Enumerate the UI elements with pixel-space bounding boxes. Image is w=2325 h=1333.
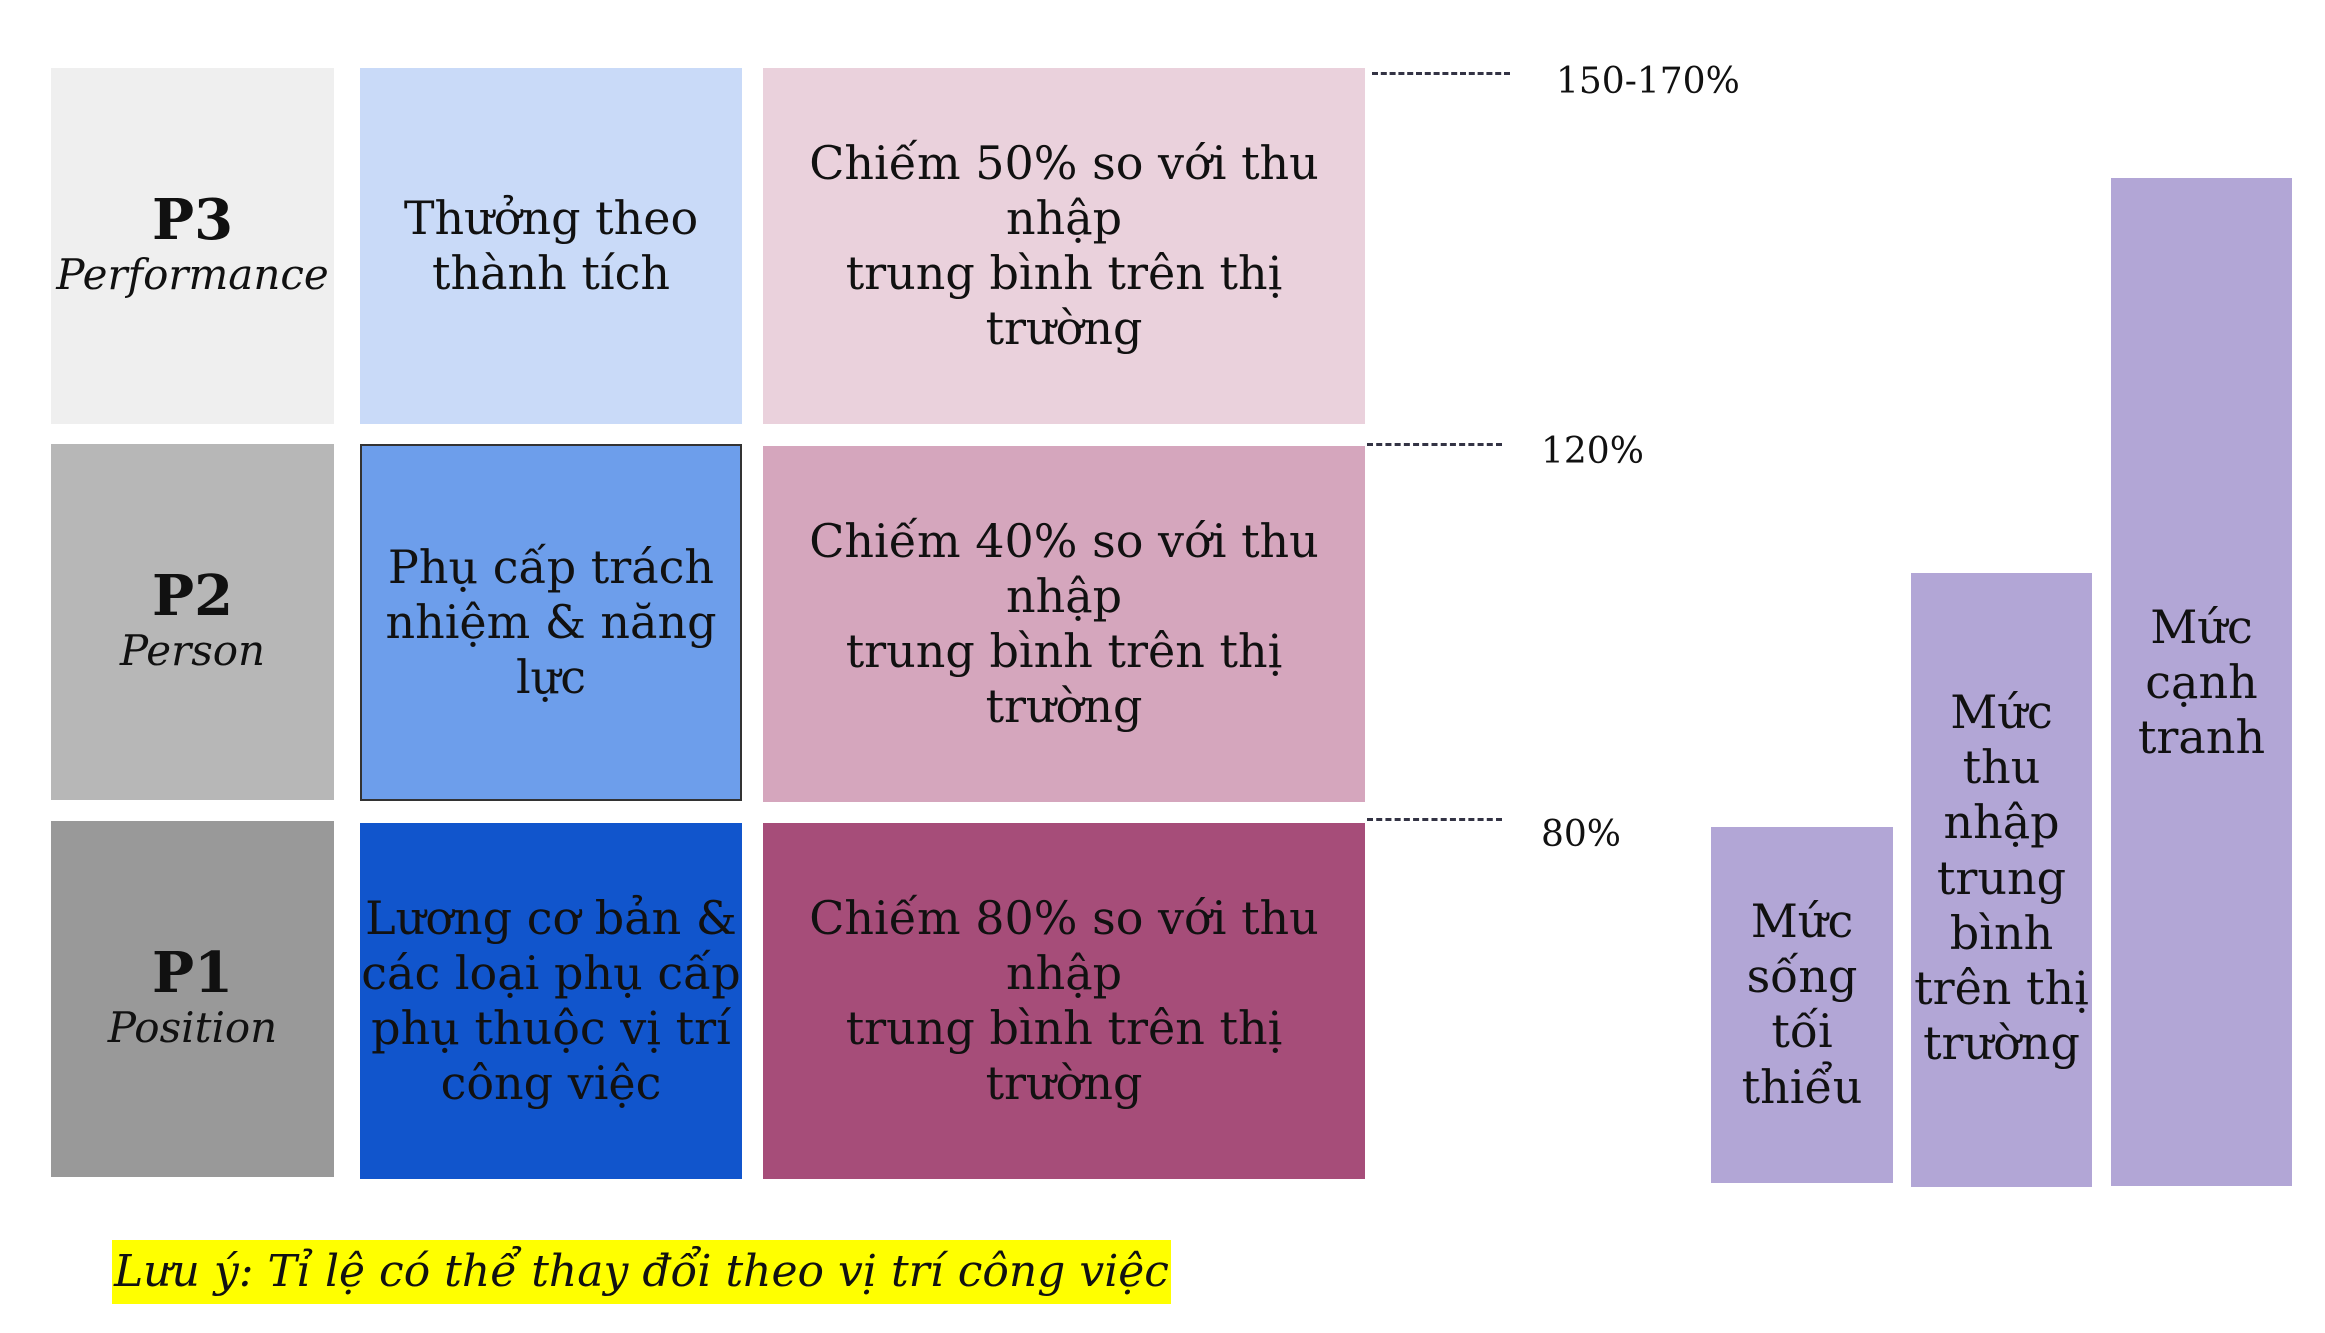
note-text: Lưu ý: Tỉ lệ có thể thay đổi theo vị trí… bbox=[112, 1240, 1171, 1304]
level-line-p3 bbox=[1372, 72, 1510, 75]
p3-name: Performance bbox=[56, 250, 329, 300]
p1-share-box: Chiếm 80% so với thu nhập trung bình trê… bbox=[763, 823, 1365, 1179]
p2-name: Person bbox=[119, 626, 266, 676]
bar-competitive: Mức cạnh tranh bbox=[2111, 178, 2292, 1186]
p3-code: P3 bbox=[151, 187, 234, 254]
level-line-p2 bbox=[1367, 443, 1502, 446]
p3-description-box: Thưởng theo thành tích bbox=[360, 68, 742, 424]
p2-code: P2 bbox=[151, 563, 234, 630]
p2-share-box: Chiếm 40% so với thu nhập trung bình trê… bbox=[763, 446, 1365, 802]
p2-description-box: Phụ cấp trách nhiệm & năng lực bbox=[360, 444, 742, 801]
p2-label-box: P2 Person bbox=[51, 444, 334, 800]
p3-share-box: Chiếm 50% so với thu nhập trung bình trê… bbox=[763, 68, 1365, 424]
p1-label-box: P1 Position bbox=[51, 821, 334, 1177]
bar-market-average: Mức thu nhập trung bình trên thị trường bbox=[1911, 573, 2092, 1187]
p1-description-box: Lương cơ bản & các loại phụ cấp phụ thuộ… bbox=[360, 823, 742, 1179]
bar-minimum-living: Mức sống tối thiểu bbox=[1711, 827, 1893, 1183]
level-label-p3: 150-170% bbox=[1556, 61, 1740, 102]
p1-code: P1 bbox=[151, 940, 234, 1007]
level-label-p1: 80% bbox=[1541, 814, 1622, 855]
level-label-p2: 120% bbox=[1541, 431, 1644, 472]
level-line-p1 bbox=[1367, 818, 1502, 821]
p3-label-box: P3 Performance bbox=[51, 68, 334, 424]
p1-name: Position bbox=[107, 1003, 278, 1053]
